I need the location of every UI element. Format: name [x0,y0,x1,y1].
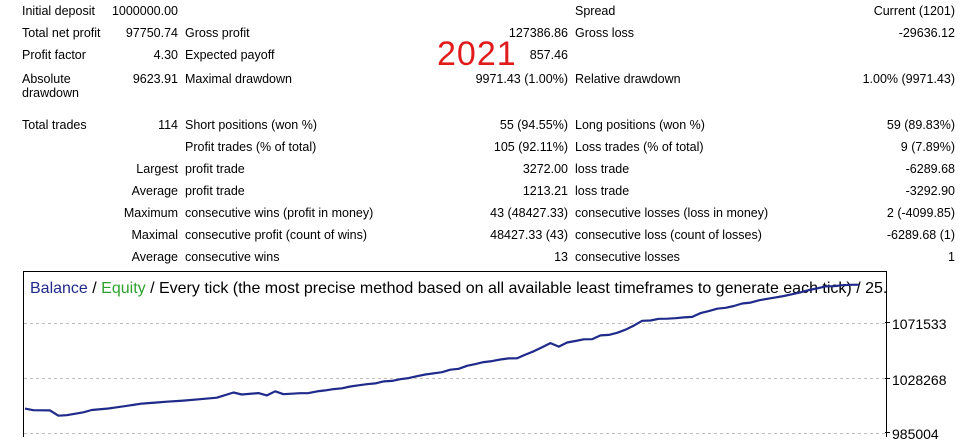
report-label: consecutive wins [185,250,280,264]
report-value: Average [131,184,178,198]
report-value: -6289.68 (1) [886,228,955,242]
report-value: 48427.33 (43) [490,228,568,242]
chart-legend: Balance / Equity / Every tick (the most … [30,280,887,298]
balance-plot [24,283,886,434]
report-label: Spread [575,4,616,18]
report-label: consecutive loss (count of losses) [575,228,762,242]
report-label: consecutive losses (loss in money) [575,206,769,220]
report-label: Loss trades (% of total) [575,140,704,154]
balance-chart: Balance / Equity / Every tick (the most … [23,271,887,437]
report-value: 1213.21 [522,184,568,198]
report-label: Long positions (won %) [575,118,705,132]
report-value: 9623.91 [132,72,178,86]
report-label: loss trade [575,184,630,198]
report-label: Profit factor [22,48,86,62]
report-value: Largest [136,162,178,176]
report-value: 13 [554,250,568,264]
report-value: 1 [948,250,955,264]
report-value: -6289.68 [905,162,955,176]
y-tick-mark [885,378,890,379]
balance-line [24,283,860,417]
report-value: 2 (-4099.85) [886,206,955,220]
legend-balance: Balance [30,280,88,297]
report-value: 857.46 [529,48,568,62]
report-label: Total trades [22,118,87,132]
report-value: 9971.43 (1.00%) [475,72,568,86]
report-value: 59 (89.83%) [886,118,955,132]
report-value: 43 (48427.33) [490,206,568,220]
report-value: 97750.74 [125,26,178,40]
report-label: Relative drawdown [575,72,681,86]
report-label: drawdown [22,86,79,100]
report-value: Average [131,250,178,264]
y-tick-label: 985004 [892,426,939,442]
y-tick-label: 1028268 [892,372,947,388]
report-label: profit trade [185,162,245,176]
report-label: Gross profit [185,26,250,40]
report-value: Maximal [131,228,178,242]
report-label: Initial deposit [22,4,95,18]
y-tick-mark [885,432,890,433]
report-label: consecutive wins (profit in money) [185,206,374,220]
report-label: loss trade [575,162,630,176]
report-value: 3272.00 [522,162,568,176]
report-label: profit trade [185,184,245,198]
report-value: 1.00% (9971.43) [862,72,955,86]
report-label: consecutive profit (count of wins) [185,228,368,242]
report-label: Short positions (won %) [185,118,318,132]
report-value: Maximum [123,206,178,220]
report-value: 55 (94.55%) [499,118,568,132]
legend-separator: / [87,280,102,297]
report-value: 105 (92.11%) [493,140,568,154]
legend-equity: Equity [101,280,146,297]
report-value: 9 (7.89%) [900,140,955,154]
report-label: consecutive losses [575,250,680,264]
y-tick-label: 1071533 [892,316,947,332]
report-value: Current (1201) [873,4,955,18]
report-label: Maximal drawdown [185,72,292,86]
report-label: Gross loss [575,26,635,40]
report-value: 1000000.00 [111,4,178,18]
legend-description: / Every tick (the most precise method ba… [145,280,887,297]
y-tick-mark [885,322,890,323]
report-value: 4.30 [153,48,178,62]
year-annotation: 2021 [437,35,517,73]
report-label: Profit trades (% of total) [185,140,317,154]
report-label: Total net profit [22,26,101,40]
report-label: Absolute [22,72,71,86]
report-value: -3292.90 [905,184,955,198]
report-value: -29636.12 [898,26,955,40]
report-value: 127386.86 [508,26,568,40]
report-value: 114 [158,118,178,132]
report-label: Expected payoff [185,48,275,62]
